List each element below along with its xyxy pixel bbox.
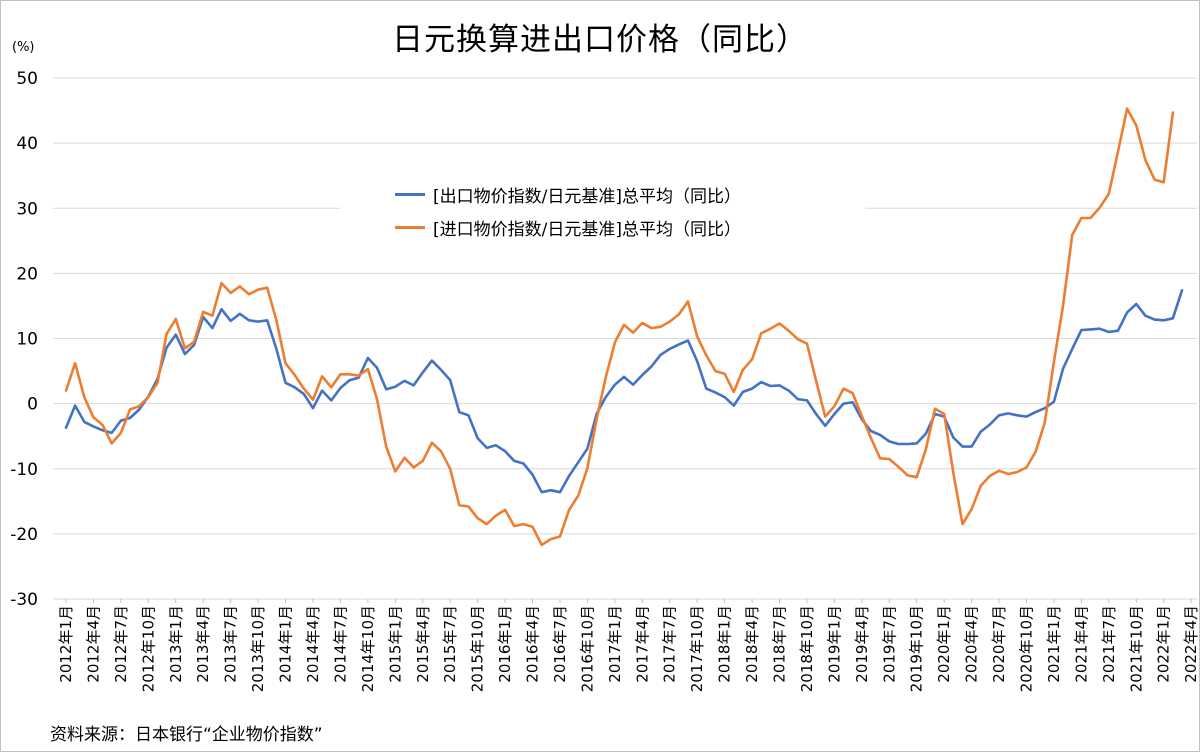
x-tick-label: 2021年10月 <box>1127 605 1145 692</box>
y-tick-label: -20 <box>10 525 38 545</box>
legend-item-export: [出口物价指数/日元基准]总平均（同比） <box>395 183 741 207</box>
y-tick-label: 0 <box>27 395 38 415</box>
legend-label-export: [出口物价指数/日元基准]总平均（同比） <box>433 186 741 207</box>
x-tick-label: 2014年4月 <box>304 605 322 683</box>
x-tick-label: 2020年10月 <box>1017 605 1035 692</box>
legend: [出口物价指数/日元基准]总平均（同比） [进口物价指数/日元基准]总平均（同比… <box>340 178 865 246</box>
x-tick-label: 2012年7月 <box>112 605 130 683</box>
x-tick-label: 2014年10月 <box>359 605 377 692</box>
y-tick-label: 50 <box>16 69 38 89</box>
y-tick-label: -30 <box>10 590 38 610</box>
series-line-export <box>64 288 1184 494</box>
y-axis-unit-label: (%) <box>12 40 35 55</box>
x-tick-label: 2019年7月 <box>880 605 898 683</box>
x-axis-tick-labels: 2012年1月 2012年4月 2012年7月 2012年10月 2013年1月 2013… <box>57 599 1200 692</box>
x-tick-label: 2015年7月 <box>441 605 459 683</box>
source-note: 资料来源：日本银行“企业物价指数” <box>50 725 323 745</box>
x-tick-label: 2017年4月 <box>633 605 651 683</box>
x-tick-label: 2022年1月 <box>1155 605 1173 683</box>
x-tick-label: 2016年1月 <box>496 605 514 683</box>
x-tick-label: 2021年1月 <box>1045 605 1063 683</box>
y-tick-label: 10 <box>16 330 38 350</box>
x-tick-label: 2016年7月 <box>551 605 569 683</box>
x-tick-label: 2016年4月 <box>524 605 542 683</box>
x-tick-label: 2016年10月 <box>578 605 596 692</box>
x-tick-label: 2014年7月 <box>331 605 349 683</box>
x-tick-label: 2022年4月 <box>1182 605 1200 683</box>
x-tick-label: 2020年1月 <box>935 605 953 683</box>
legend-swatch-export <box>395 192 425 196</box>
x-tick-label: 2020年4月 <box>963 605 981 683</box>
x-tick-label: 2017年1月 <box>606 605 624 683</box>
x-tick-label: 2021年4月 <box>1072 605 1090 683</box>
x-tick-label: 2018年7月 <box>771 605 789 683</box>
x-tick-label: 2018年4月 <box>743 605 761 683</box>
series-line-import <box>64 107 1175 547</box>
x-tick-label: 2015年1月 <box>386 605 404 683</box>
x-tick-label: 2013年4月 <box>194 605 212 683</box>
x-tick-label: 2019年10月 <box>908 605 926 692</box>
chart-title: 日元换算进出口价格（同比） <box>392 22 808 58</box>
x-tick-label: 2020年7月 <box>990 605 1008 683</box>
x-tick-label: 2013年7月 <box>222 605 240 683</box>
x-tick-label: 2019年4月 <box>853 605 871 683</box>
y-axis-tick-labels: 50 40 30 20 10 0 -10 -20 -30 <box>10 69 38 610</box>
x-tick-label: 2017年10月 <box>688 605 706 692</box>
x-tick-label: 2015年4月 <box>414 605 432 683</box>
x-tick-label: 2021年7月 <box>1100 605 1118 683</box>
x-tick-label: 2013年1月 <box>167 605 185 683</box>
x-tick-label: 2014年1月 <box>277 605 295 683</box>
x-tick-label: 2012年4月 <box>84 605 102 683</box>
legend-swatch-import <box>395 225 425 229</box>
legend-label-import: [进口物价指数/日元基准]总平均（同比） <box>433 219 741 240</box>
x-tick-label: 2017年7月 <box>661 605 679 683</box>
y-tick-label: 40 <box>16 134 38 154</box>
x-tick-label: 2018年10月 <box>798 605 816 692</box>
y-tick-label: 30 <box>16 199 38 219</box>
x-tick-label: 2012年10月 <box>139 605 157 692</box>
y-tick-label: -10 <box>10 460 38 480</box>
legend-item-import: [进口物价指数/日元基准]总平均（同比） <box>395 216 741 240</box>
x-tick-label: 2015年10月 <box>469 605 487 692</box>
x-tick-label: 2019年1月 <box>825 605 843 683</box>
x-tick-label: 2013年10月 <box>249 605 267 692</box>
x-tick-label: 2018年1月 <box>716 605 734 683</box>
y-tick-label: 20 <box>16 264 38 284</box>
x-tick-label: 2012年1月 <box>57 605 75 683</box>
series-lines <box>64 107 1184 547</box>
gridlines <box>53 77 1197 600</box>
